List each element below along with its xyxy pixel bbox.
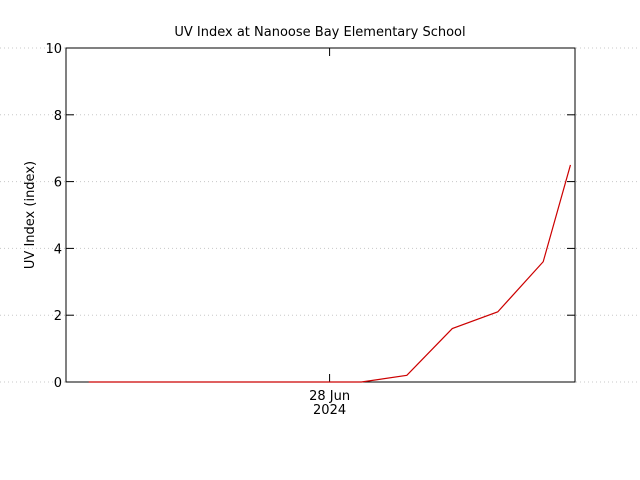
y-axis-label: UV Index (index) xyxy=(23,161,38,269)
y-tick-label: 10 xyxy=(45,42,62,57)
chart-title: UV Index at Nanoose Bay Elementary Schoo… xyxy=(174,25,465,40)
y-tick-label: 0 xyxy=(54,376,62,391)
x-tick-label: 28 Jun 2024 xyxy=(309,389,350,418)
y-tick-label: 6 xyxy=(54,176,62,191)
y-tick-label: 8 xyxy=(54,109,62,124)
data-line xyxy=(88,164,572,383)
plot-frame xyxy=(65,47,576,383)
y-tick-label: 2 xyxy=(54,309,62,324)
y-tick-label: 4 xyxy=(54,242,62,257)
